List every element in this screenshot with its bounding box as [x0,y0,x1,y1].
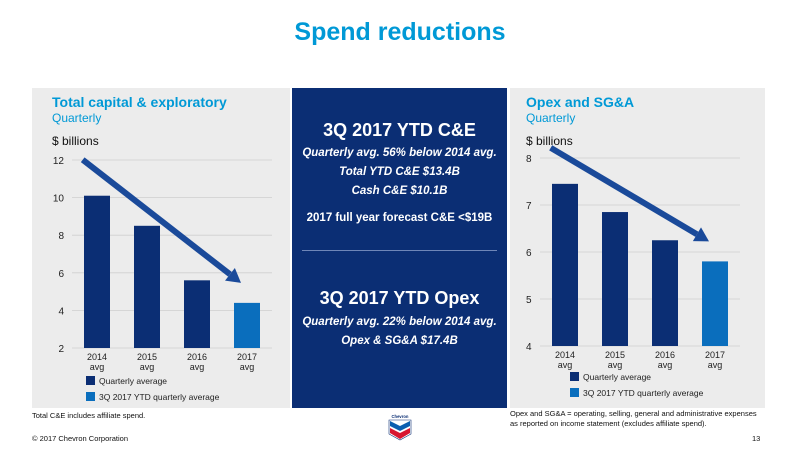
opex-legend-label: 3Q 2017 YTD quarterly average [583,388,704,398]
capex-x-tick-label: 2015 [137,352,157,362]
ce-heading: 3Q 2017 YTD C&E [323,120,476,140]
capex-x-tick-label: avg [140,362,155,372]
opex-footnote-1: Opex and SG&A = operating, selling, gene… [510,409,757,418]
opex-bar [552,183,578,346]
opex-x-tick-label: avg [658,360,673,370]
capex-bar [184,280,210,348]
opex-heading: 3Q 2017 YTD Opex [319,288,480,308]
opex-trend-arrowhead [692,227,709,242]
capex-legend-swatch [86,392,95,401]
opex-y-tick-label: 8 [526,154,532,165]
opex-legend-swatch [570,372,579,381]
ce-line-2: Total YTD C&E $13.4B [339,166,460,178]
opex-y-tick-label: 4 [526,342,532,353]
opex-x-tick-label: avg [558,360,573,370]
ce-forecast: 2017 full year forecast C&E <$19B [306,212,493,224]
opex-trend-arrow [549,145,699,237]
opex-x-tick-label: avg [608,360,623,370]
capex-x-tick-label: avg [240,362,255,372]
opex-y-tick-label: 7 [526,201,532,212]
capex-trend-arrow [80,157,232,277]
opex-y-tick-label: 5 [526,295,532,306]
ce-line-3: Cash C&E $10.1B [351,185,448,197]
opex-x-tick-label: 2014 [555,350,575,360]
opex-panel-title: Opex and SG&A [526,94,635,110]
opex-unit-label: $ billions [526,134,573,148]
capex-unit-label: $ billions [52,134,99,148]
capex-x-tick-label: avg [90,362,105,372]
slide-title: Spend reductions [294,18,506,46]
chevron-logo-text: Chevron [392,414,409,419]
capex-y-tick-label: 8 [58,231,64,242]
opex-x-tick-label: avg [708,360,723,370]
opex-panel-subtitle: Quarterly [526,111,576,125]
capex-y-tick-label: 12 [53,156,65,167]
capex-bar [134,225,160,348]
capex-panel-title: Total capital & exploratory [52,94,227,110]
capex-trend-arrowhead [225,267,241,283]
capex-legend-label: 3Q 2017 YTD quarterly average [99,392,220,402]
copyright: © 2017 Chevron Corporation [32,434,128,443]
opex-legend-swatch [570,388,579,397]
opex-x-tick-label: 2015 [605,350,625,360]
opex-panel: Opex and SG&A Quarterly $ billions 4 5 6 7 8… [510,88,765,408]
opex-footnote-2: as reported on income statement (exclude… [510,419,707,428]
opex-legend-label: Quarterly average [583,372,651,382]
capex-bar [84,195,110,348]
page-number: 13 [752,434,761,443]
summary-panel: 3Q 2017 YTD C&E Quarterly avg. 56% below… [292,88,507,408]
capex-y-tick-label: 10 [53,194,65,205]
capex-x-tick-label: 2016 [187,352,207,362]
capex-y-tick-label: 6 [58,269,64,280]
opex-bar-chart: 456782014avg2015avg2016avg2017avgQuarter… [526,145,740,398]
capex-footnote: Total C&E includes affiliate spend. [32,411,146,420]
capex-legend-swatch [86,376,95,385]
capex-bar-chart: 246810122014avg2015avg2016avg2017avgQuar… [53,156,272,402]
capex-legend-label: Quarterly average [99,376,167,386]
capex-x-tick-label: 2017 [237,352,257,362]
opex-bar [702,261,728,346]
capex-bar [234,302,260,348]
ce-line-1: Quarterly avg. 56% below 2014 avg. [302,147,497,159]
opex-y-tick-label: 6 [526,248,532,259]
summary-divider [302,250,497,251]
opex-bar [602,212,628,346]
opex-bar [652,240,678,346]
capex-panel: Total capital & exploratory Quarterly $ … [32,88,290,408]
opex-line-2: Opex & SG&A $17.4B [341,335,458,347]
opex-x-tick-label: 2016 [655,350,675,360]
capex-x-tick-label: 2014 [87,352,107,362]
opex-line-1: Quarterly avg. 22% below 2014 avg. [302,316,497,328]
capex-y-tick-label: 2 [58,344,64,355]
opex-x-tick-label: 2017 [705,350,725,360]
capex-panel-subtitle: Quarterly [52,111,102,125]
capex-y-tick-label: 4 [58,306,64,317]
capex-x-tick-label: avg [190,362,205,372]
chevron-logo: Chevron [388,414,412,441]
